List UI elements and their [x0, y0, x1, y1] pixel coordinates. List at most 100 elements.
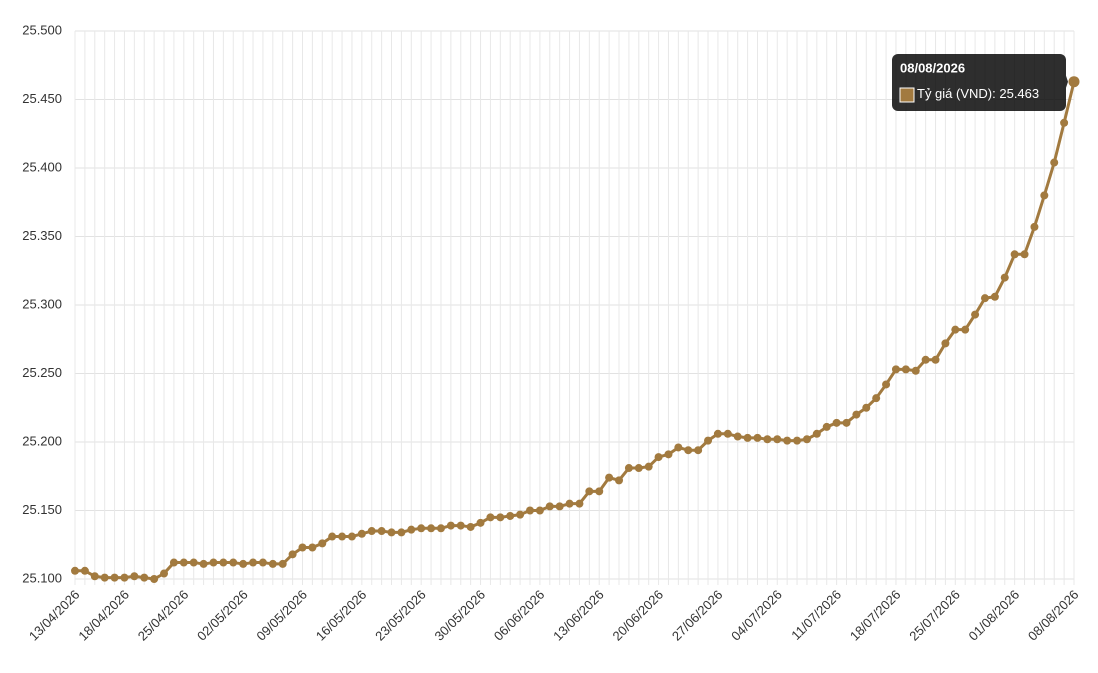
point	[258, 558, 267, 567]
x-tick-label: 27/06/2026	[669, 587, 726, 644]
tooltip-series: Tỷ giá (VND)	[917, 86, 992, 101]
x-tick-label: 30/05/2026	[431, 587, 488, 644]
point	[328, 532, 337, 541]
point	[704, 436, 713, 445]
point	[951, 325, 960, 334]
point	[1040, 191, 1049, 200]
y-tick-label: 25.350	[22, 228, 62, 243]
point	[555, 502, 564, 511]
point	[199, 559, 208, 568]
x-tick-label: 13/04/2026	[26, 587, 83, 644]
point	[615, 476, 624, 485]
point	[852, 410, 861, 419]
point	[229, 558, 238, 567]
point	[822, 422, 831, 431]
point	[496, 513, 505, 522]
point	[219, 558, 228, 567]
point	[911, 366, 920, 375]
point	[367, 527, 376, 536]
tooltip-caret	[1066, 75, 1068, 88]
x-tick-label: 16/05/2026	[313, 587, 370, 644]
point	[417, 524, 426, 533]
point	[150, 575, 159, 583]
point	[1050, 158, 1059, 167]
point	[318, 539, 327, 548]
x-tick-label: 18/04/2026	[75, 587, 132, 644]
point	[931, 355, 940, 364]
x-tick-label: 01/08/2026	[966, 587, 1023, 644]
line	[75, 81, 1076, 581]
point	[1060, 118, 1069, 127]
point	[961, 325, 970, 334]
point	[535, 506, 544, 515]
point	[179, 558, 188, 567]
tooltip-swatch	[899, 87, 915, 103]
point	[120, 573, 129, 582]
point	[140, 573, 149, 582]
point	[773, 435, 782, 444]
grid	[74, 30, 1075, 585]
point	[90, 572, 99, 581]
tooltip-box	[892, 54, 1066, 111]
point	[130, 572, 139, 581]
point	[980, 294, 989, 303]
point	[743, 433, 752, 442]
point	[347, 532, 356, 541]
point	[239, 559, 248, 568]
point	[476, 518, 485, 527]
point	[575, 499, 584, 508]
x-tick-label: 25/07/2026	[906, 587, 963, 644]
x-tick-label: 13/06/2026	[550, 587, 607, 644]
point	[338, 532, 347, 541]
point	[990, 292, 999, 301]
point	[971, 310, 980, 319]
point	[169, 558, 178, 567]
point	[278, 559, 287, 568]
point	[605, 473, 614, 482]
point	[753, 433, 762, 442]
point	[110, 573, 119, 582]
point	[1000, 273, 1009, 282]
point	[545, 502, 554, 511]
point	[585, 487, 594, 496]
point	[595, 487, 604, 496]
x-tick-label: 18/07/2026	[847, 587, 904, 644]
point	[100, 573, 109, 582]
point	[842, 418, 851, 427]
point	[723, 429, 732, 438]
point	[674, 443, 683, 452]
point	[901, 365, 910, 374]
point	[654, 453, 663, 462]
point	[802, 435, 811, 444]
y-tick-label: 25.250	[22, 365, 62, 380]
x-tick-label: 11/07/2026	[788, 587, 844, 643]
y-tick-label: 25.400	[22, 159, 62, 174]
point	[209, 558, 218, 567]
x-tick-label: 02/05/2026	[194, 587, 251, 644]
point	[506, 511, 515, 520]
x-tick-label: 25/04/2026	[135, 587, 192, 644]
point	[1030, 222, 1039, 231]
point	[268, 559, 277, 568]
y-tick-label: 25.200	[22, 433, 62, 448]
x-tick-label: 08/08/2026	[1025, 587, 1082, 644]
y-tick-label: 25.450	[22, 91, 62, 106]
point	[436, 524, 445, 533]
y-tick-label: 25.150	[22, 502, 62, 517]
point	[1020, 250, 1029, 259]
point	[427, 524, 436, 533]
point	[763, 435, 772, 444]
point	[249, 558, 258, 567]
point	[1010, 250, 1019, 259]
point	[407, 525, 416, 534]
x-tick-label: 23/05/2026	[372, 587, 429, 644]
point	[634, 464, 643, 473]
point	[357, 529, 366, 538]
point	[862, 403, 871, 412]
y-tick-label: 25.500	[22, 22, 62, 37]
point	[516, 510, 525, 519]
point	[456, 521, 465, 530]
point	[664, 450, 673, 459]
point	[397, 528, 406, 537]
